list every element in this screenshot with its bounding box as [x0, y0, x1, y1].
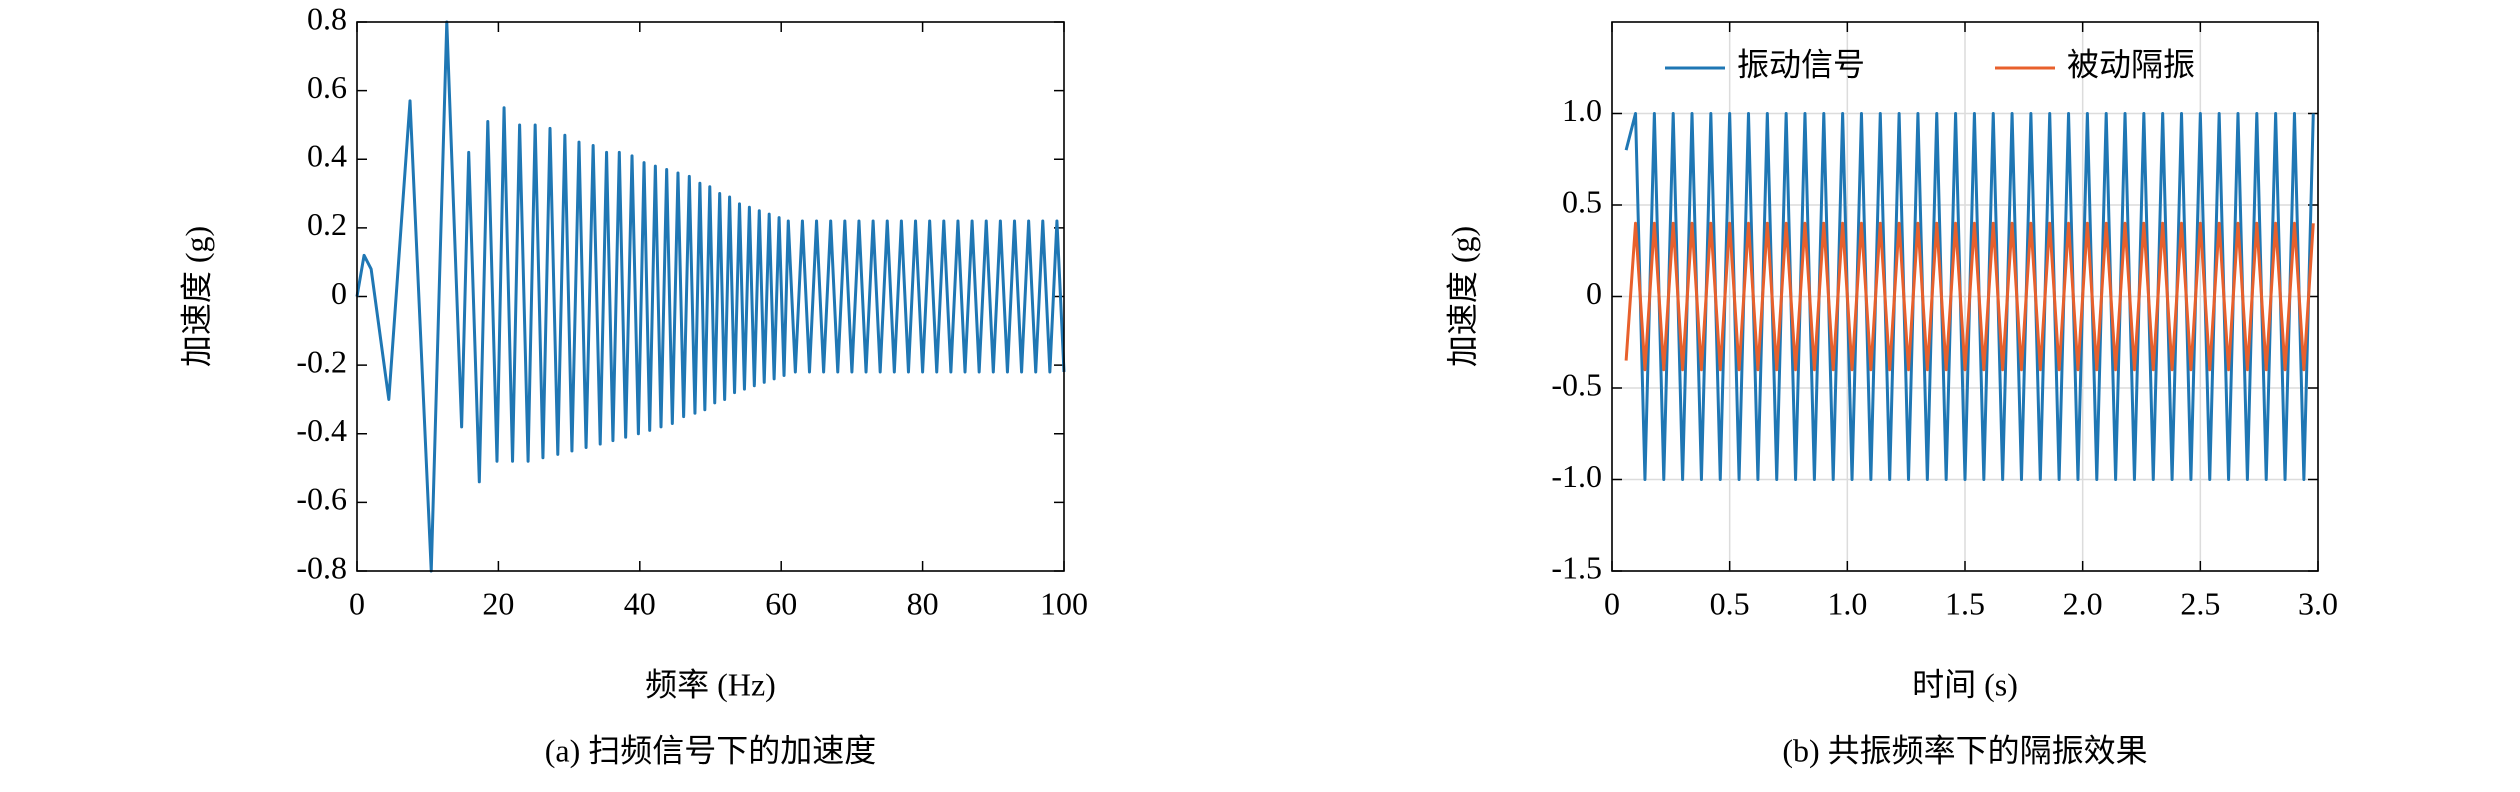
- legend-label: 被动隔振: [2067, 46, 2195, 82]
- data-line: [355, 20, 1066, 573]
- x-tick-label: 1.5: [1945, 585, 1985, 621]
- y-tick-label: -1.5: [1551, 549, 1602, 585]
- x-tick-label: 0.5: [1710, 585, 1750, 621]
- y-tick-label: 0.8: [307, 0, 347, 36]
- y-tick-label: 0.4: [307, 138, 347, 174]
- y-tick-label: 1.0: [1562, 92, 1602, 128]
- y-tick-label: 0.2: [307, 206, 347, 242]
- x-tick-label: 80: [907, 585, 939, 621]
- y-tick-label: 0.5: [1562, 183, 1602, 219]
- x-tick-label: 1.0: [1827, 585, 1867, 621]
- data-line: [1624, 221, 2315, 372]
- legend-label: 振动信号: [1737, 46, 1865, 82]
- y-axis-label: 加速度 (g): [178, 226, 214, 367]
- x-tick-label: 20: [482, 585, 514, 621]
- y-tick-label: -0.2: [296, 343, 347, 379]
- x-axis-label: 频率 (Hz): [645, 666, 776, 702]
- plot-frame: [356, 21, 1065, 572]
- plot-frame: [1611, 21, 2319, 572]
- y-tick-label: -0.4: [296, 412, 347, 448]
- y-axis-label: 加速度 (g): [1444, 226, 1480, 367]
- y-tick-label: -0.6: [296, 481, 347, 517]
- y-tick-label: 0: [1586, 275, 1602, 311]
- x-tick-label: 40: [624, 585, 656, 621]
- x-tick-label: 2.5: [2180, 585, 2220, 621]
- y-tick-label: -1.0: [1551, 458, 1602, 494]
- x-tick-label: 0: [349, 585, 365, 621]
- x-axis-label: 时间 (s): [1912, 666, 2018, 702]
- caption: (a) 扫频信号下的加速度: [545, 732, 877, 768]
- x-tick-label: 2.0: [2063, 585, 2103, 621]
- y-tick-label: 0: [331, 275, 347, 311]
- x-tick-label: 3.0: [2298, 585, 2338, 621]
- y-tick-label: 0.6: [307, 69, 347, 105]
- y-tick-label: -0.8: [296, 549, 347, 585]
- x-tick-label: 100: [1040, 585, 1088, 621]
- caption: (b) 共振频率下的隔振效果: [1782, 732, 2147, 768]
- x-tick-label: 60: [765, 585, 797, 621]
- y-tick-label: -0.5: [1551, 366, 1602, 402]
- x-tick-label: 0: [1604, 585, 1620, 621]
